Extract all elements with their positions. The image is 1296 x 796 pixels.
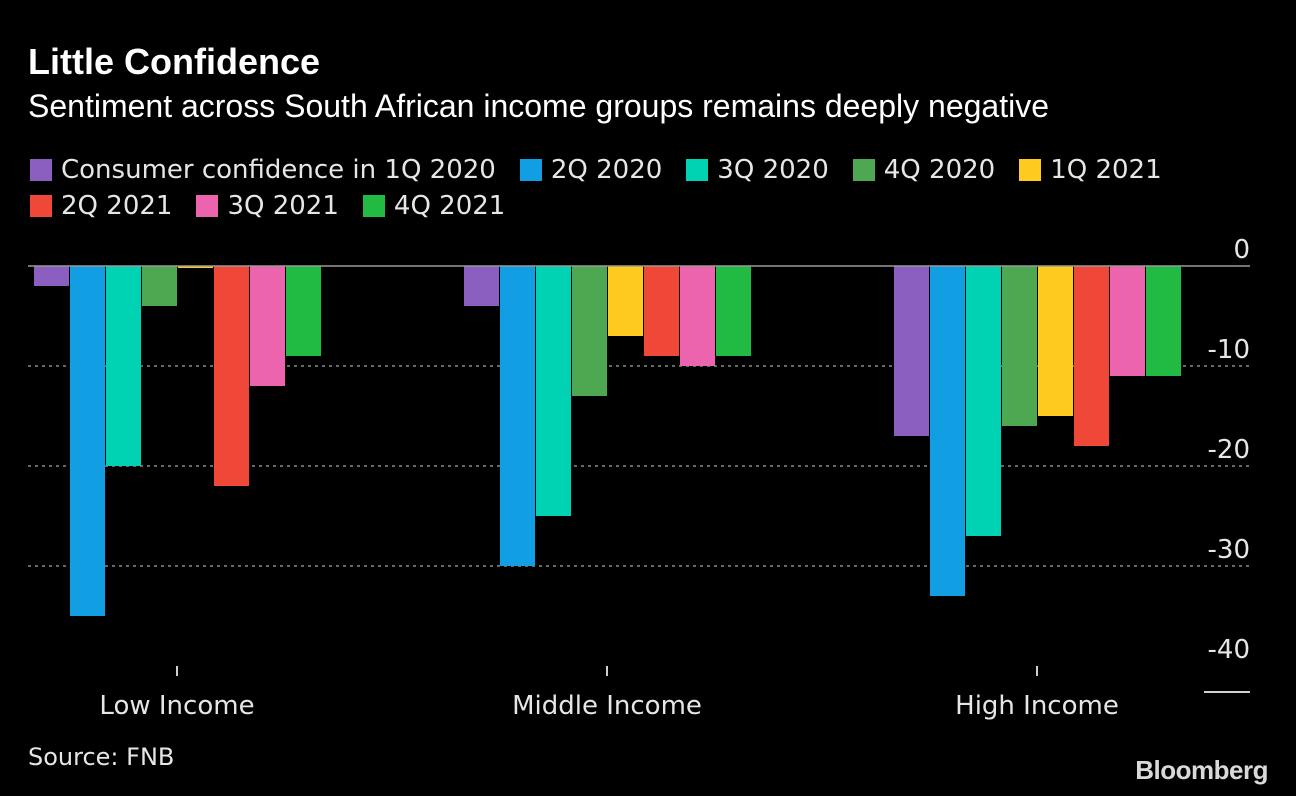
chart-subtitle: Sentiment across South African income gr… xyxy=(28,88,1049,124)
source-note: Source: FNB xyxy=(28,743,175,771)
legend-item: 4Q 2021 xyxy=(362,191,506,221)
bar xyxy=(536,266,571,516)
legend-item: 3Q 2020 xyxy=(686,155,829,185)
bar xyxy=(500,266,535,566)
legend-row: Consumer confidence in 1Q 2020 2Q 2020 3… xyxy=(30,152,1260,188)
legend-label: 2Q 2021 xyxy=(61,191,173,221)
bar xyxy=(34,266,69,286)
bar xyxy=(142,266,177,306)
bar xyxy=(106,266,141,466)
legend-label: 3Q 2020 xyxy=(717,155,829,185)
legend-swatch xyxy=(852,159,875,181)
legend-item: 2Q 2021 xyxy=(30,191,172,221)
legend-swatch xyxy=(1019,159,1042,181)
legend-swatch xyxy=(30,195,52,217)
bar xyxy=(214,266,249,486)
bar xyxy=(716,266,751,356)
bar xyxy=(1002,266,1037,426)
bloomberg-logo: Bloomberg xyxy=(1135,755,1268,785)
bar xyxy=(286,266,321,356)
bar xyxy=(1110,266,1145,376)
legend-label: 1Q 2021 xyxy=(1050,155,1162,185)
legend-item: 1Q 2021 xyxy=(1019,155,1162,185)
bar xyxy=(572,266,607,396)
bar xyxy=(250,266,285,386)
y-tick-label: -30 xyxy=(1208,535,1250,565)
legend-item: 2Q 2020 xyxy=(519,155,663,185)
x-tick-label: Middle Income xyxy=(512,691,702,721)
y-tick-label: -10 xyxy=(1208,335,1250,365)
legend-swatch xyxy=(362,195,385,217)
legend-row: 2Q 2021 3Q 2021 4Q 2021 xyxy=(30,188,1260,224)
legend-item: 3Q 2021 xyxy=(196,191,339,221)
chart-title: Little Confidence xyxy=(28,41,321,82)
y-tick-label: -20 xyxy=(1208,435,1250,465)
legend-item: 4Q 2020 xyxy=(852,155,996,185)
bar xyxy=(1038,266,1073,416)
bar xyxy=(680,266,715,366)
y-tick-label: 0 xyxy=(1233,235,1250,265)
legend-swatch xyxy=(686,159,709,181)
y-tick-label: -40 xyxy=(1208,635,1250,665)
legend-label: 4Q 2021 xyxy=(393,191,506,221)
legend-item: Consumer confidence in 1Q 2020 xyxy=(30,155,496,185)
bar xyxy=(1074,266,1109,446)
legend-label: 2Q 2020 xyxy=(550,155,663,185)
x-tick-label: Low Income xyxy=(99,691,254,721)
bar xyxy=(178,266,213,268)
bar xyxy=(966,266,1001,536)
bar xyxy=(894,266,929,436)
legend-swatch xyxy=(519,159,542,181)
legend-swatch xyxy=(196,195,219,217)
legend: Consumer confidence in 1Q 2020 2Q 2020 3… xyxy=(30,152,1260,224)
bar xyxy=(464,266,499,306)
legend-label: Consumer confidence in 1Q 2020 xyxy=(61,155,496,185)
legend-label: 4Q 2020 xyxy=(883,155,996,185)
bar xyxy=(1146,266,1181,376)
legend-swatch xyxy=(30,159,52,181)
legend-label: 3Q 2021 xyxy=(227,191,339,221)
bar xyxy=(608,266,643,336)
x-tick-label: High Income xyxy=(955,691,1119,721)
bar xyxy=(70,266,105,616)
bar xyxy=(930,266,965,596)
bar xyxy=(644,266,679,356)
